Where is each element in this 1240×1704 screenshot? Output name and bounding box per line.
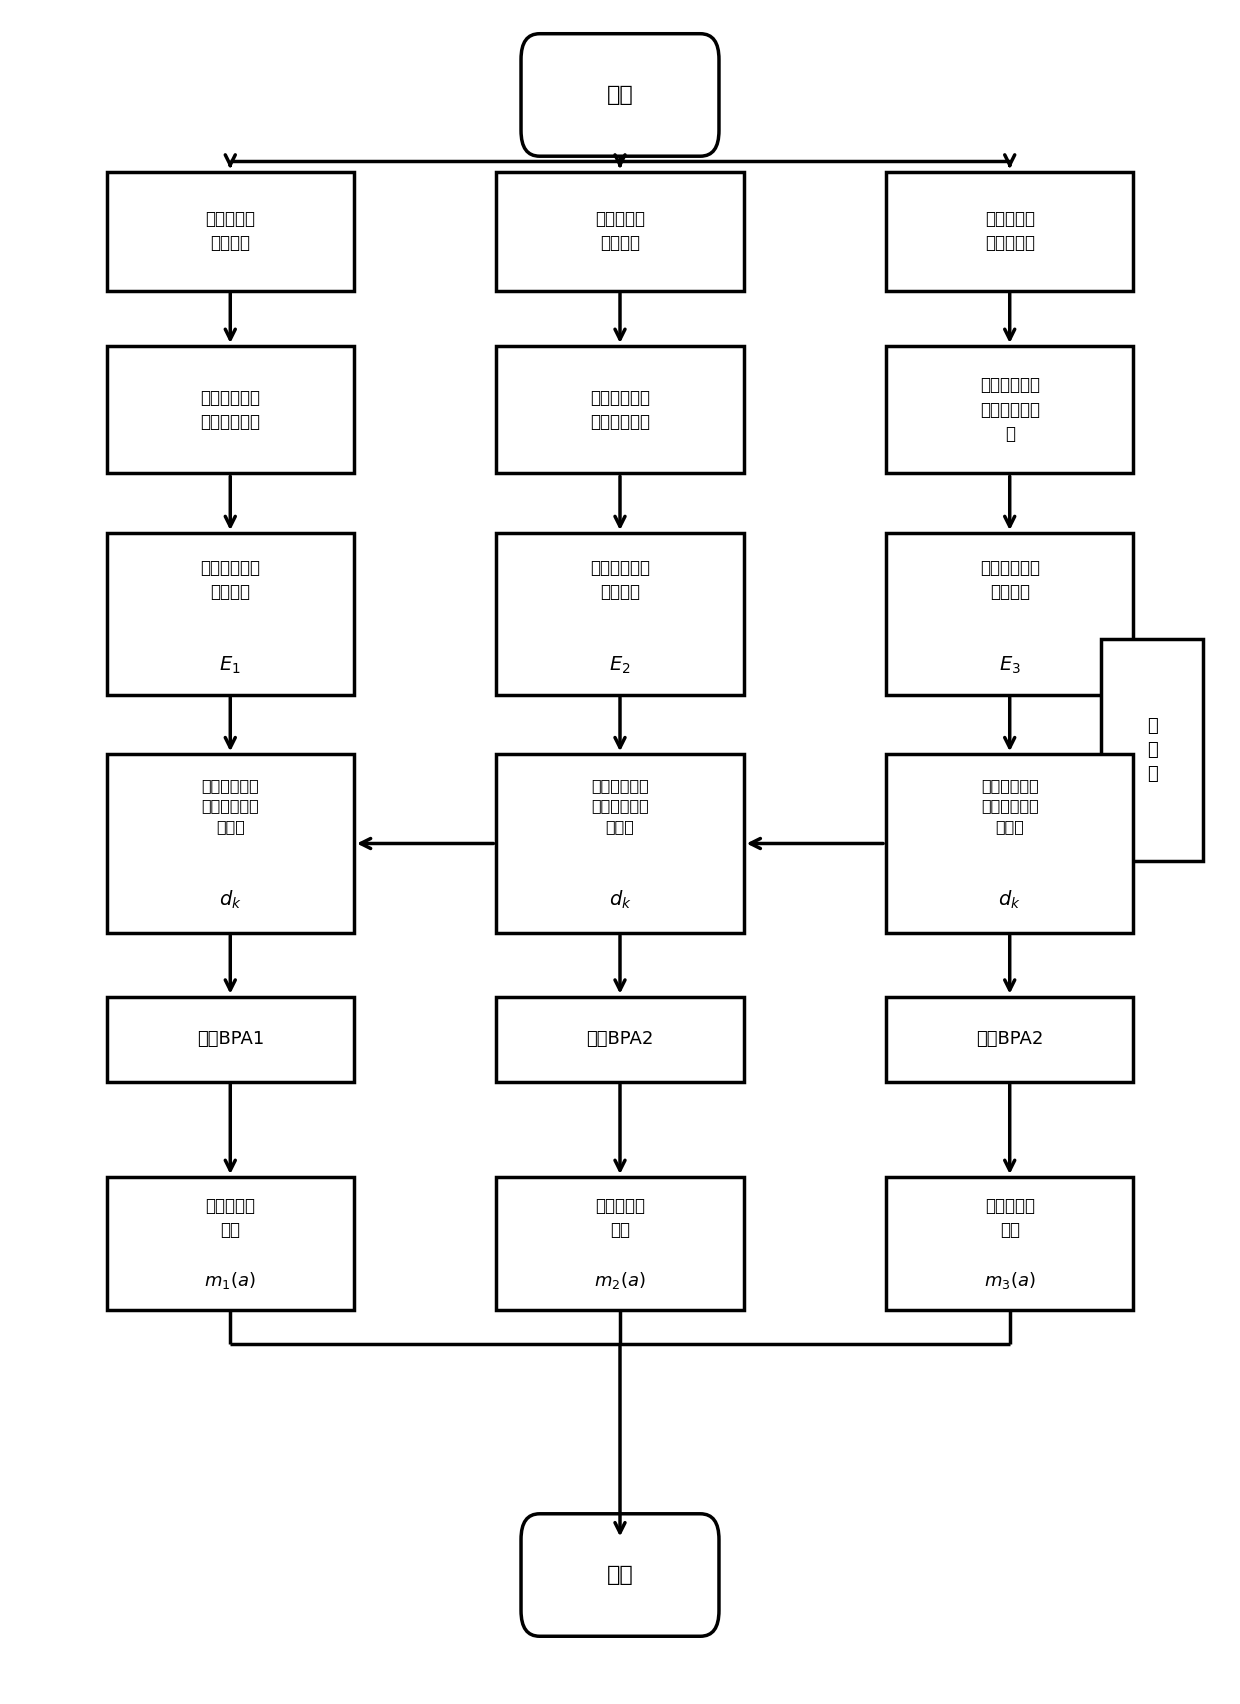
FancyBboxPatch shape	[496, 997, 744, 1082]
Text: 加速度传感器
信号小波包分
解: 加速度传感器 信号小波包分 解	[980, 377, 1039, 443]
Text: 采集应力传
感器信号: 采集应力传 感器信号	[206, 210, 255, 252]
Text: 结束: 结束	[606, 1564, 634, 1585]
Text: 计算各频段能
量归一化: 计算各频段能 量归一化	[201, 559, 260, 602]
Text: $E_1$: $E_1$	[219, 654, 241, 675]
FancyBboxPatch shape	[521, 34, 719, 157]
Text: 得到故障隶
属度: 得到故障隶 属度	[206, 1196, 255, 1239]
Text: 计算BPA2: 计算BPA2	[976, 1031, 1043, 1048]
FancyBboxPatch shape	[496, 172, 744, 291]
Text: 计算各频段能
量归一化: 计算各频段能 量归一化	[590, 559, 650, 602]
FancyBboxPatch shape	[107, 997, 353, 1082]
FancyBboxPatch shape	[496, 533, 744, 695]
Text: $E_2$: $E_2$	[609, 654, 631, 675]
FancyBboxPatch shape	[1101, 639, 1203, 861]
FancyBboxPatch shape	[107, 755, 353, 932]
FancyBboxPatch shape	[107, 1177, 353, 1310]
FancyBboxPatch shape	[887, 1177, 1133, 1310]
FancyBboxPatch shape	[887, 533, 1133, 695]
Text: 计算BPA2: 计算BPA2	[587, 1031, 653, 1048]
Text: 计算各频段能
量归一化: 计算各频段能 量归一化	[980, 559, 1039, 602]
Text: $\boldsymbol{d_k}$: $\boldsymbol{d_k}$	[219, 888, 242, 910]
FancyBboxPatch shape	[107, 346, 353, 474]
Text: 计算与数据库
特征向量的欧
氏距离: 计算与数据库 特征向量的欧 氏距离	[981, 779, 1039, 833]
FancyBboxPatch shape	[107, 533, 353, 695]
FancyBboxPatch shape	[887, 997, 1133, 1082]
Text: 计算与数据库
特征向量的欧
氏距离: 计算与数据库 特征向量的欧 氏距离	[201, 779, 259, 833]
Text: $m_3(a)$: $m_3(a)$	[985, 1269, 1035, 1292]
Text: $m_1(a)$: $m_1(a)$	[205, 1269, 255, 1292]
Text: 采集行程传
感器信号: 采集行程传 感器信号	[595, 210, 645, 252]
Text: 数
据
库: 数 据 库	[1147, 717, 1157, 784]
Text: 行程传感器信
号小波包分解: 行程传感器信 号小波包分解	[590, 389, 650, 431]
Text: 计算BPA1: 计算BPA1	[197, 1031, 264, 1048]
Text: $m_2(a)$: $m_2(a)$	[594, 1269, 646, 1292]
FancyBboxPatch shape	[496, 1177, 744, 1310]
FancyBboxPatch shape	[107, 172, 353, 291]
FancyBboxPatch shape	[887, 172, 1133, 291]
Text: $\boldsymbol{d_k}$: $\boldsymbol{d_k}$	[609, 888, 631, 910]
Text: 采集加速度
传感器信号: 采集加速度 传感器信号	[985, 210, 1034, 252]
FancyBboxPatch shape	[496, 755, 744, 932]
FancyBboxPatch shape	[887, 755, 1133, 932]
Text: 得到故障隶
属度: 得到故障隶 属度	[595, 1196, 645, 1239]
FancyBboxPatch shape	[521, 1513, 719, 1636]
FancyBboxPatch shape	[496, 346, 744, 474]
FancyBboxPatch shape	[887, 346, 1133, 474]
Text: 开始: 开始	[606, 85, 634, 106]
Text: 应力传感器信
号小波包分解: 应力传感器信 号小波包分解	[201, 389, 260, 431]
Text: 得到故障隶
属度: 得到故障隶 属度	[985, 1196, 1034, 1239]
Text: $E_3$: $E_3$	[998, 654, 1021, 675]
Text: $\boldsymbol{d_k}$: $\boldsymbol{d_k}$	[998, 888, 1021, 910]
Text: 计算与数据库
特征向量的欧
氏距离: 计算与数据库 特征向量的欧 氏距离	[591, 779, 649, 833]
